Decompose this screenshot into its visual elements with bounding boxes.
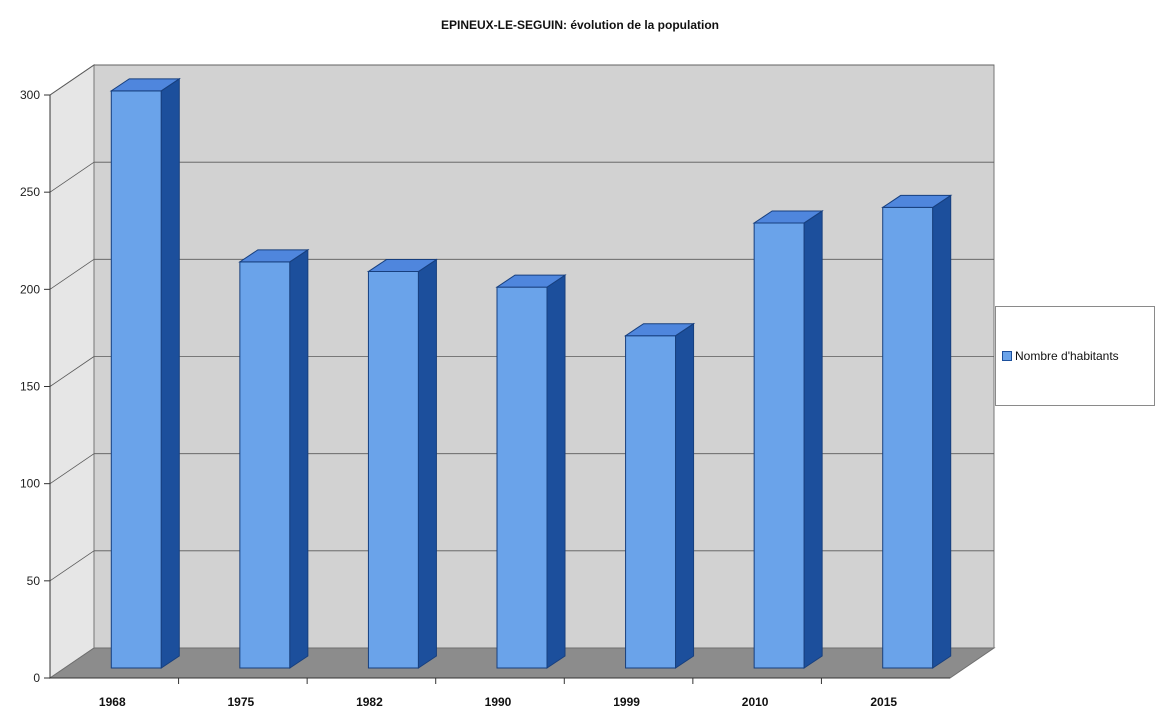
x-tick-label: 1982 <box>356 695 383 709</box>
bar-2015 <box>881 194 953 669</box>
x-tick-label: 1975 <box>228 695 255 709</box>
chart-title: EPINEUX-LE-SEGUIN: évolution de la popul… <box>440 18 719 32</box>
y-tick-label: 250 <box>20 185 40 199</box>
bar-side <box>803 210 823 669</box>
bar-front <box>110 90 162 669</box>
gridline-side <box>49 550 95 582</box>
bar-1968 <box>109 77 181 669</box>
legend-label: Nombre d'habitants <box>1015 349 1119 363</box>
bar-side <box>160 77 180 669</box>
bar-2010 <box>752 210 824 669</box>
bar-top <box>623 323 696 337</box>
bars <box>109 77 953 669</box>
legend-item: Nombre d'habitants <box>1002 349 1119 363</box>
gridline-side <box>49 453 95 484</box>
axes <box>44 94 950 684</box>
bar-1999 <box>623 322 696 669</box>
bar-front <box>753 222 805 669</box>
legend: Nombre d'habitants <box>995 306 1155 406</box>
bar-front <box>882 206 934 669</box>
y-tick-label: 300 <box>20 88 40 102</box>
bar-top <box>238 249 310 263</box>
x-tick-label: 1990 <box>485 695 512 709</box>
bar-side <box>546 274 566 669</box>
x-tick-label: 2010 <box>742 695 769 709</box>
gridline-side <box>49 161 95 193</box>
bar-front <box>367 271 419 669</box>
y-tick-label: 50 <box>27 574 41 588</box>
bar-front <box>625 335 677 669</box>
bar-top <box>752 210 824 224</box>
x-tick-label: 1968 <box>99 695 126 709</box>
bar-side <box>417 258 437 669</box>
bar-top <box>881 194 953 208</box>
bar-side <box>932 194 952 669</box>
bar-top <box>366 259 439 273</box>
y-tick-label: 150 <box>20 380 40 394</box>
y-tick-label: 100 <box>20 477 40 491</box>
bar-side <box>289 248 309 669</box>
bar-front <box>496 286 548 669</box>
legend-swatch <box>1002 351 1012 361</box>
gridline-side <box>49 356 95 387</box>
y-tick-labels: 0 50 100 150 200 250 300 <box>20 88 40 685</box>
y-tick-label: 0 <box>33 671 40 685</box>
bar-top <box>109 78 181 92</box>
bar-side <box>675 322 695 669</box>
y-tick-label: 200 <box>20 282 40 296</box>
x-tick-label: 1999 <box>613 695 640 709</box>
bar-top <box>495 274 567 288</box>
x-tick-label: 2015 <box>870 695 897 709</box>
bar-1975 <box>238 248 310 669</box>
gridline-side <box>49 259 95 290</box>
bar-1982 <box>366 258 439 669</box>
bar-front <box>239 261 291 669</box>
bar-1990 <box>495 274 567 669</box>
x-tick-labels: 1968 1975 1982 1990 1999 2010 2015 <box>99 695 897 709</box>
gridline-side <box>49 64 95 96</box>
